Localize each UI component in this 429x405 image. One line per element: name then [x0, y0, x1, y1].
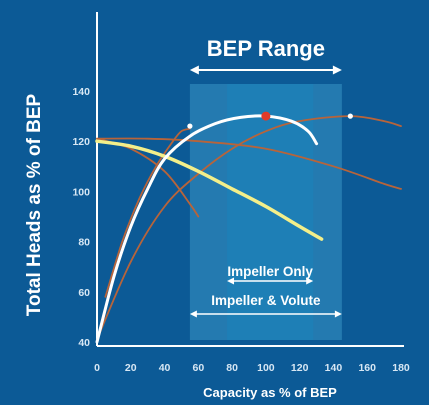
x-tick-label: 40	[159, 362, 171, 374]
bep-range-arrow-right-head	[332, 65, 342, 75]
x-tick-label: 80	[226, 362, 238, 374]
impeller-only-arrow	[227, 277, 314, 285]
x-axis-label: Capacity as % of BEP	[203, 385, 337, 400]
series-line-brown-3	[96, 137, 402, 190]
x-tick-label: 160	[358, 362, 376, 374]
impeller-only-label: Impeller Only	[227, 264, 313, 279]
series-line-brown-5	[96, 115, 402, 341]
x-tick-label: 0	[94, 362, 100, 374]
y-axis-label: Total Heads as % of BEP	[24, 93, 45, 316]
impeller-only-band	[227, 84, 314, 340]
y-tick-label: 120	[72, 136, 90, 148]
bep-range-arrow	[189, 65, 342, 75]
bep-range-arrow-left-head	[189, 65, 199, 75]
y-tick-label: 100	[72, 186, 90, 198]
impeller-volute-label: Impeller & Volute	[211, 293, 321, 308]
impeller-volute-arrow-left-head	[189, 310, 197, 318]
impeller-only-arrow-right-head	[306, 277, 314, 285]
ticks-layer: 0 20 40 60 80 100 120 140 160 180 40 60 80 100 120 140	[72, 86, 409, 374]
impeller-volute-arrow-right-head	[334, 310, 342, 318]
chart-title: BEP Range	[207, 36, 325, 61]
x-tick-label: 60	[192, 362, 204, 374]
series-line-yellow-1	[95, 139, 324, 241]
y-tick-label: 60	[78, 287, 90, 299]
impeller-only-arrow-left-head	[227, 277, 235, 285]
series-layer	[95, 111, 402, 344]
y-tick-label: 40	[78, 337, 90, 349]
series-line-white-0	[95, 114, 319, 344]
x-tick-label: 100	[257, 362, 275, 374]
white-marker-0	[187, 123, 193, 129]
impeller-volute-arrow	[189, 310, 342, 318]
white-marker-1	[347, 113, 353, 119]
x-tick-label: 120	[291, 362, 309, 374]
y-tick-label: 140	[72, 86, 90, 98]
series-line-brown-4	[104, 127, 191, 298]
x-tick-label: 20	[125, 362, 137, 374]
annotations-layer: Impeller Only Impeller & Volute	[189, 264, 342, 318]
bep-point-marker	[261, 111, 271, 121]
x-tick-label: 180	[392, 362, 410, 374]
x-tick-label: 140	[325, 362, 343, 374]
y-tick-label: 80	[78, 237, 90, 249]
